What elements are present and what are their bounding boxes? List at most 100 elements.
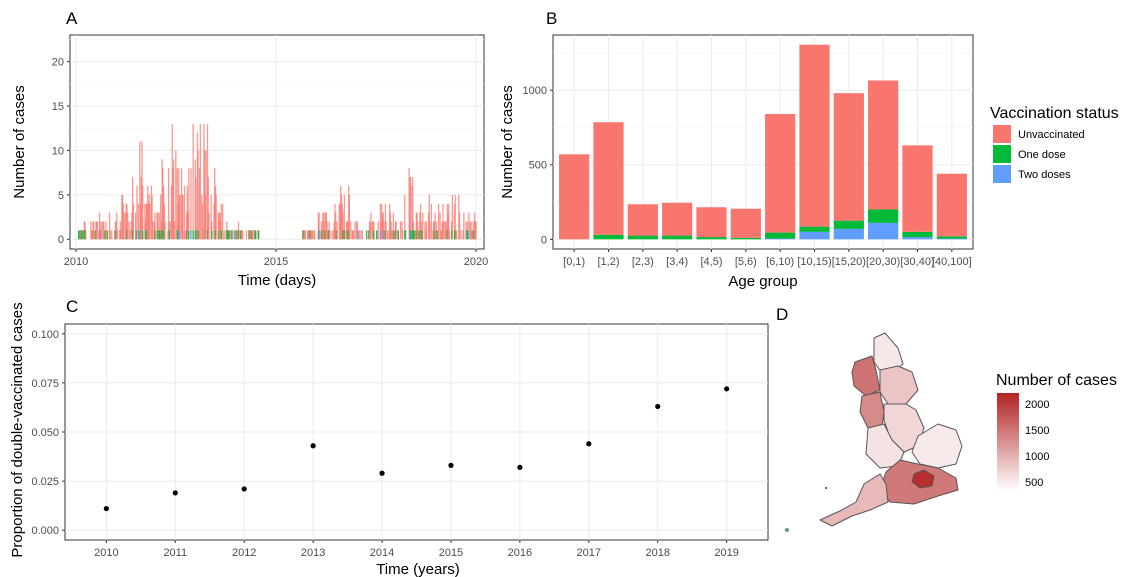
panel-b-xtick: [15,20)	[832, 256, 866, 268]
daily-bar	[453, 203, 456, 240]
england-region-map	[819, 332, 963, 527]
daily-bar-one-dose	[250, 230, 253, 240]
daily-bar	[207, 177, 209, 240]
daily-bar	[124, 212, 127, 240]
daily-bar	[192, 123, 194, 240]
daily-bar	[139, 141, 141, 240]
panel-b-legend: Vaccination status Unvaccinated One dose…	[990, 105, 1119, 183]
legend-key-unvaccinated	[993, 125, 1011, 143]
daily-bar-one-dose	[176, 230, 178, 240]
daily-bar	[344, 230, 346, 240]
daily-bar	[179, 194, 181, 240]
daily-bar	[98, 212, 101, 240]
panel-c-xtick-2017: 2017	[577, 547, 601, 559]
daily-bar-two-doses	[99, 230, 101, 240]
daily-bar	[432, 230, 434, 240]
bar-one-dose	[627, 235, 658, 240]
panel-a-ytick-10: 10	[52, 145, 64, 157]
daily-bar	[121, 194, 123, 240]
daily-bar	[323, 212, 325, 240]
daily-bar-one-dose	[413, 230, 415, 240]
daily-bar	[158, 212, 160, 240]
bar-two-doses	[936, 238, 967, 240]
daily-bar-one-dose	[436, 230, 438, 240]
daily-bar-two-doses	[137, 230, 140, 240]
panel-a-ytick-5: 5	[58, 190, 64, 202]
panel-b-x-ticks: [0,1) [1,2) [2,3) [3,4) [4,5) [5,6) [6,10) [10,…	[563, 249, 972, 268]
daily-bar	[384, 230, 386, 240]
daily-bar	[448, 230, 451, 240]
daily-bar	[173, 159, 175, 240]
daily-bar-one-dose	[454, 230, 456, 240]
daily-bar	[386, 230, 389, 240]
panel-b-xtick: [10,15)	[797, 256, 831, 268]
daily-bar-one-dose	[376, 230, 378, 240]
panel-a-y-axis-label: Number of cases	[11, 85, 28, 198]
daily-bar-one-dose	[335, 230, 338, 240]
bar-unvaccinated	[627, 204, 658, 236]
panel-a-x-ticks: 2010 2015 2020	[64, 249, 488, 268]
daily-bar-one-dose	[348, 230, 350, 240]
panel-b-xtick: [5,6)	[735, 256, 757, 268]
daily-bar-one-dose	[159, 230, 161, 240]
daily-bar	[419, 212, 421, 240]
daily-bar	[150, 185, 153, 240]
daily-bar	[96, 221, 98, 240]
daily-bar-one-dose	[415, 230, 417, 240]
daily-bar	[458, 212, 461, 240]
daily-bar-one-dose	[177, 230, 179, 240]
daily-bar	[385, 221, 387, 240]
daily-bar	[399, 221, 402, 240]
daily-bar	[206, 123, 209, 240]
daily-bar	[358, 230, 361, 240]
daily-bar	[154, 212, 156, 240]
bar-unvaccinated	[833, 93, 864, 221]
daily-bar	[342, 212, 344, 240]
daily-bar	[103, 230, 106, 240]
daily-bar	[393, 230, 395, 240]
daily-bar-one-dose	[421, 230, 423, 240]
daily-bar	[134, 212, 137, 240]
daily-bar	[90, 221, 92, 240]
daily-bar	[219, 221, 222, 240]
daily-bar-one-dose	[255, 230, 257, 240]
panel-a-ytick-0: 0	[58, 234, 64, 246]
daily-bar	[197, 150, 199, 240]
daily-bar	[218, 212, 220, 240]
daily-bar	[332, 230, 335, 240]
daily-bar	[306, 230, 309, 240]
daily-bar	[331, 230, 333, 240]
bar-one-dose	[799, 226, 830, 232]
daily-bar-one-dose	[79, 230, 81, 240]
daily-bar	[389, 203, 391, 240]
daily-bar	[470, 221, 472, 240]
daily-bar-one-dose	[248, 230, 250, 240]
panel-a-ytick-15: 15	[52, 101, 64, 113]
daily-bar	[171, 123, 173, 240]
daily-bar-one-dose	[418, 230, 420, 240]
daily-bar	[448, 203, 450, 240]
daily-bar	[148, 194, 150, 240]
daily-bar	[345, 221, 348, 240]
daily-bar	[428, 194, 430, 240]
daily-bar	[144, 203, 146, 240]
daily-bar	[309, 230, 312, 240]
daily-bar-one-dose	[397, 230, 399, 240]
bar-unvaccinated	[696, 207, 727, 238]
daily-bar	[126, 203, 128, 240]
panel-b-xtick: [20,30)	[866, 256, 900, 268]
daily-bar	[187, 212, 189, 240]
daily-bar	[210, 194, 212, 240]
daily-bar-one-dose	[192, 230, 194, 240]
daily-bar	[217, 212, 219, 240]
daily-bar	[454, 194, 456, 240]
daily-bar	[438, 203, 440, 240]
daily-bar	[392, 212, 394, 240]
daily-bar	[229, 230, 232, 240]
panel-c-ytick-0.075: 0.075	[31, 378, 59, 390]
daily-bar-one-dose	[126, 230, 128, 240]
daily-bar	[202, 230, 204, 240]
daily-bar-one-dose	[302, 230, 304, 240]
colorbar-tick-1500: 1500	[1025, 425, 1049, 437]
colorbar-tick-2000: 2000	[1025, 399, 1049, 411]
